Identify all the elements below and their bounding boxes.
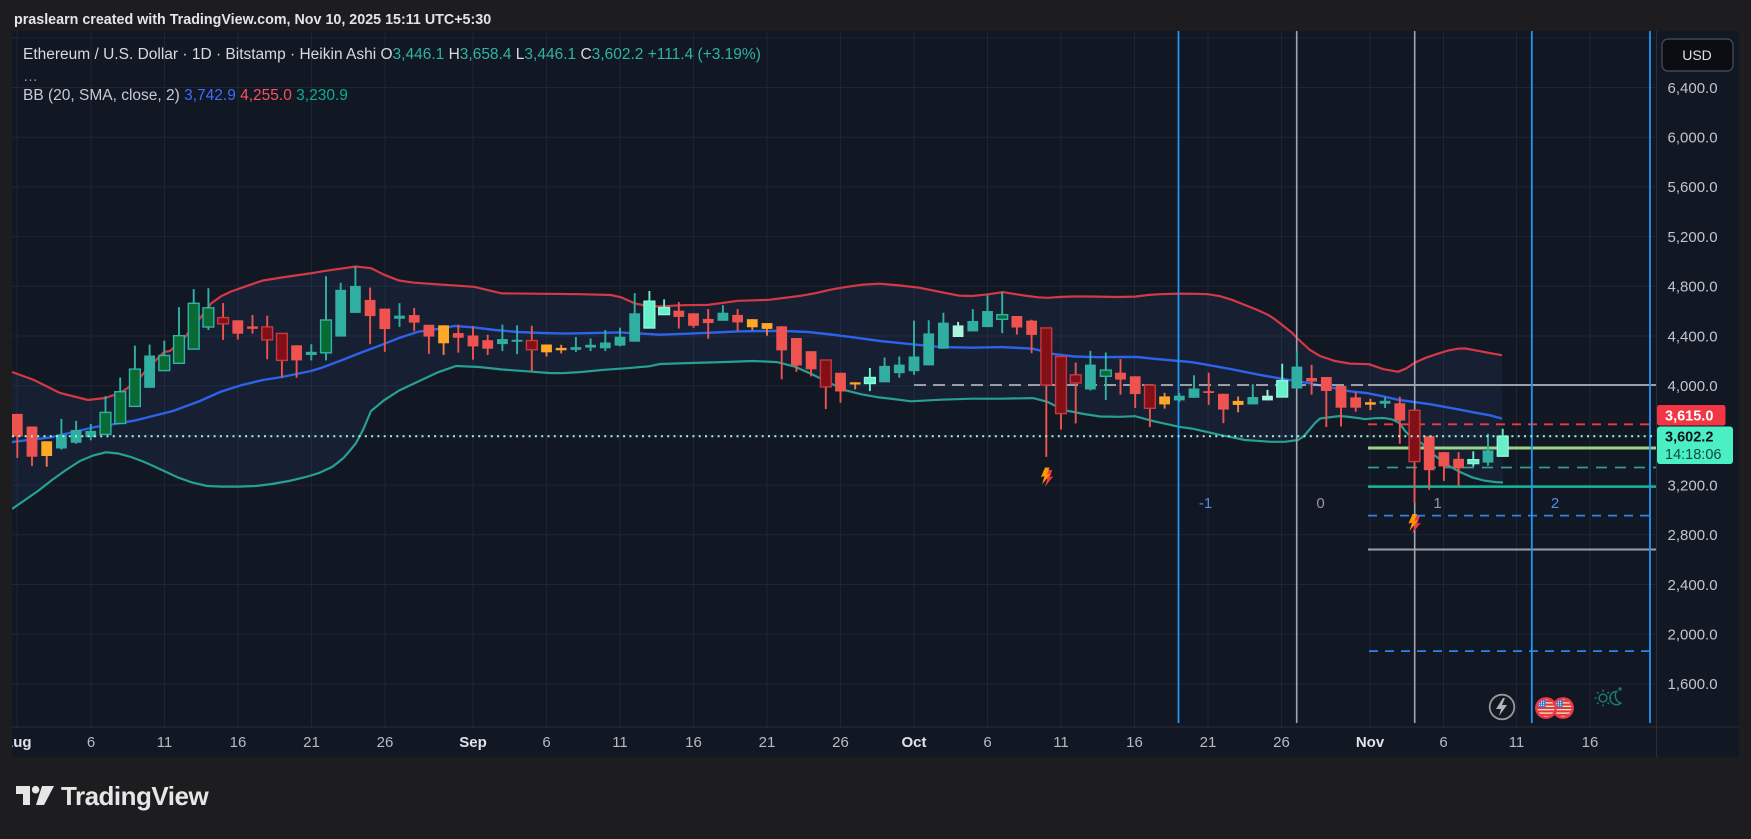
svg-text:4,800.0: 4,800.0 <box>1668 279 1718 296</box>
svg-text:5,200.0: 5,200.0 <box>1668 229 1718 246</box>
svg-text:Nov: Nov <box>1356 734 1385 751</box>
svg-text:16: 16 <box>1582 734 1599 751</box>
svg-text:14:18:06: 14:18:06 <box>1665 447 1721 463</box>
svg-text:2,800.0: 2,800.0 <box>1668 527 1718 544</box>
svg-text:BB (20, SMA, close, 2) 3,742.9: BB (20, SMA, close, 2) 3,742.9 4,255.0 3… <box>23 87 348 104</box>
svg-text:11: 11 <box>157 734 173 751</box>
svg-text:16: 16 <box>230 734 247 751</box>
svg-text:TradingView: TradingView <box>61 781 209 811</box>
svg-text:2,400.0: 2,400.0 <box>1668 577 1718 594</box>
svg-text:4,000.0: 4,000.0 <box>1668 378 1718 395</box>
svg-text:praslearn created with Trading: praslearn created with TradingView.com, … <box>14 12 491 28</box>
svg-text:Ethereum / U.S. Dollar · 1D ·: Ethereum / U.S. Dollar · 1D · Bitstamp ·… <box>23 46 761 63</box>
svg-text:Oct: Oct <box>901 734 926 751</box>
svg-text:3,602.2: 3,602.2 <box>1665 430 1713 446</box>
svg-text:26: 26 <box>377 734 394 751</box>
svg-text:21: 21 <box>303 734 320 751</box>
svg-text:6: 6 <box>1439 734 1447 751</box>
svg-text:2,000.0: 2,000.0 <box>1668 627 1718 644</box>
svg-text:11: 11 <box>1053 734 1069 751</box>
svg-text:1: 1 <box>1433 495 1441 512</box>
svg-text:…: … <box>23 68 38 85</box>
svg-text:6: 6 <box>87 734 95 751</box>
svg-text:11: 11 <box>612 734 628 751</box>
svg-text:1,600.0: 1,600.0 <box>1668 676 1718 693</box>
svg-text:6,000.0: 6,000.0 <box>1668 130 1718 147</box>
svg-text:4,400.0: 4,400.0 <box>1668 328 1718 345</box>
svg-text:3,200.0: 3,200.0 <box>1668 477 1718 494</box>
svg-text:21: 21 <box>759 734 776 751</box>
svg-text:Aug: Aug <box>2 734 31 751</box>
svg-text:11: 11 <box>1509 734 1525 751</box>
svg-text:Sep: Sep <box>459 734 487 751</box>
svg-text:2: 2 <box>1551 495 1559 512</box>
svg-text:26: 26 <box>1273 734 1290 751</box>
svg-text:0: 0 <box>1316 495 1324 512</box>
svg-text:16: 16 <box>685 734 702 751</box>
svg-text:-1: -1 <box>1199 495 1212 512</box>
svg-text:3,615.0: 3,615.0 <box>1665 409 1713 425</box>
svg-text:6: 6 <box>542 734 550 751</box>
svg-text:21: 21 <box>1200 734 1217 751</box>
svg-text:6: 6 <box>983 734 991 751</box>
svg-text:26: 26 <box>832 734 849 751</box>
svg-text:6,400.0: 6,400.0 <box>1668 80 1718 97</box>
svg-text:5,600.0: 5,600.0 <box>1668 179 1718 196</box>
svg-text:16: 16 <box>1126 734 1143 751</box>
svg-text:USD: USD <box>1682 47 1712 63</box>
